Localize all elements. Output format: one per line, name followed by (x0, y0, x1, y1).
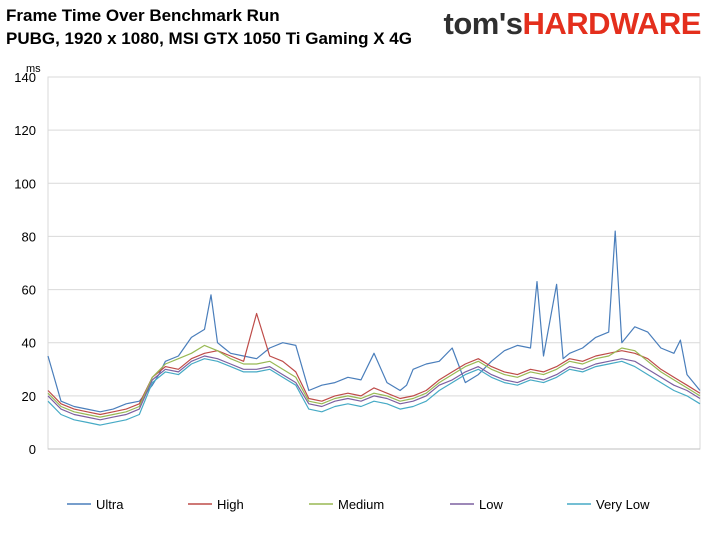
y-tick-label: 80 (22, 229, 36, 244)
legend-label-medium: Medium (338, 497, 384, 512)
y-tick-label: 40 (22, 336, 36, 351)
y-tick-label: 20 (22, 389, 36, 404)
chart-subtitle: PUBG, 1920 x 1080, MSI GTX 1050 Ti Gamin… (6, 29, 412, 48)
y-tick-label: 140 (14, 70, 36, 85)
y-axis-unit-label: ms (26, 63, 41, 75)
chart-title-block: Frame Time Over Benchmark Run PUBG, 1920… (6, 4, 412, 50)
y-tick-label: 60 (22, 283, 36, 298)
chart-title: Frame Time Over Benchmark Run (6, 6, 280, 25)
legend-label-ultra: Ultra (96, 497, 124, 512)
series-line-high (47, 312, 701, 416)
legend: Ultra High Medium Low Very Low (67, 497, 650, 512)
series-line-ultra (47, 230, 701, 413)
y-tick-label: 0 (29, 442, 36, 457)
y-tick-label: 120 (14, 123, 36, 138)
legend-label-high: High (217, 497, 244, 512)
brand-logo-part1: tom's (443, 6, 523, 41)
legend-label-low: Low (479, 497, 503, 512)
series-line-low (47, 355, 701, 421)
legend-label-very-low: Very Low (596, 497, 650, 512)
series-line-very-low (47, 358, 701, 426)
y-tick-label: 100 (14, 176, 36, 191)
brand-logo-part2: HARDWARE (522, 6, 701, 41)
series-line-medium (47, 344, 701, 418)
series-lines (47, 230, 701, 426)
brand-logo: tom'sHARDWARE (444, 4, 702, 44)
